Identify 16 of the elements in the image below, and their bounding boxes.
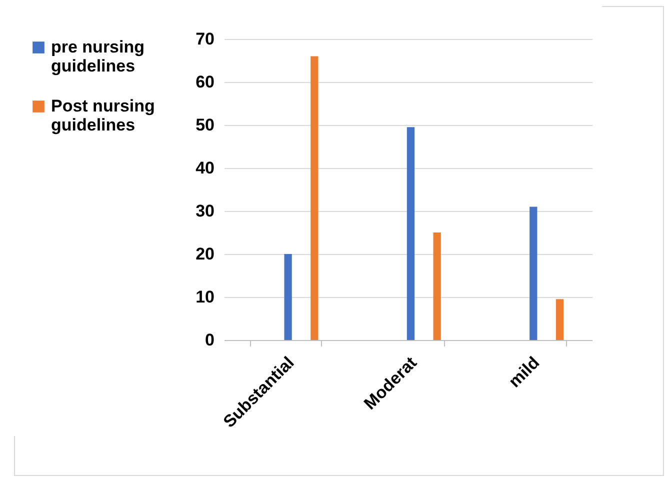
bar (433, 232, 441, 340)
y-tick-label: 0 (205, 330, 214, 350)
y-tick-label: 20 (196, 244, 214, 264)
bar (284, 254, 292, 340)
legend-label: pre nursing guidelines (51, 38, 145, 76)
bar (406, 127, 415, 340)
y-tick-label: 40 (196, 158, 214, 178)
y-tick-label: 60 (196, 72, 214, 92)
y-tick-label: 50 (196, 116, 214, 134)
legend-label: Post nursing guidelines (51, 96, 155, 134)
bar (556, 299, 564, 340)
y-tick-label: 30 (196, 202, 214, 220)
y-tick-label: 10 (196, 288, 214, 306)
bar (530, 206, 538, 340)
bar (310, 56, 318, 340)
y-tick-label: 70 (196, 30, 214, 48)
